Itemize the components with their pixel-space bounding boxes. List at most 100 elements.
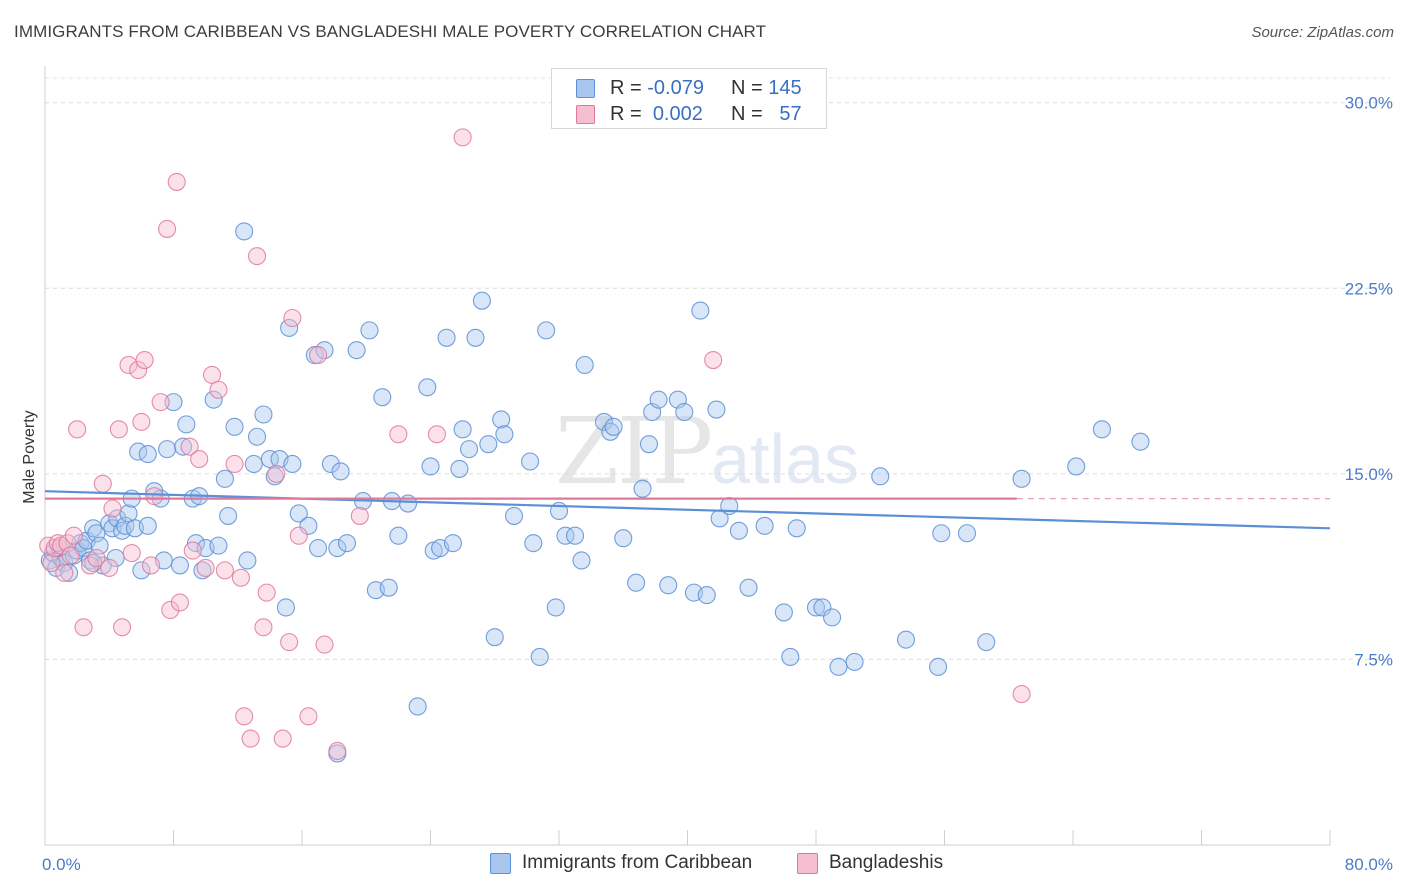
point-bangladeshi [241,729,260,748]
point-caribbean [132,561,151,580]
axes [44,66,1331,846]
point-caribbean [219,506,238,525]
point-caribbean [193,561,212,580]
point-bangladeshi [158,219,177,238]
point-caribbean [337,534,357,553]
point-caribbean [204,390,223,409]
point-caribbean [360,321,379,340]
point-caribbean [1131,432,1150,451]
point-caribbean [729,521,748,540]
point-caribbean [675,402,694,422]
point-bangladeshi [1012,685,1031,704]
point-bangladeshi [80,556,100,575]
point-caribbean [521,452,540,471]
point-caribbean [174,437,193,456]
point-caribbean [321,454,340,474]
point-bangladeshi [196,558,215,577]
point-bangladeshi [141,556,161,575]
point-bangladeshi [68,420,87,439]
point-caribbean [421,457,440,476]
point-caribbean [806,598,826,617]
legend-swatch [490,853,511,874]
point-caribbean [957,524,977,543]
point-caribbean [627,573,646,592]
point-bangladeshi [280,633,299,652]
legend-n-bangladeshi: N = 57 [731,103,802,125]
point-caribbean [639,435,659,454]
point-bangladeshi [257,583,276,602]
point-caribbean [755,516,774,535]
point-caribbean [177,415,196,434]
point-caribbean [530,647,549,667]
trend-lines [44,490,1331,530]
point-bangladeshi [350,506,369,525]
point-caribbean [774,603,793,622]
chart-title: IMMIGRANTS FROM CARIBBEAN VS BANGLADESHI… [14,22,767,41]
point-caribbean [328,539,347,558]
point-bangladeshi [309,346,328,365]
trend-line-caribbean [44,490,1331,530]
point-caribbean [492,410,511,429]
point-bangladeshi [55,563,74,582]
point-caribbean [459,440,479,459]
point-bangladeshi [190,449,209,469]
point-caribbean [575,355,594,375]
point-caribbean [1067,457,1086,476]
point-bangladeshi [315,635,334,654]
y-axis-label: Male Poverty [21,410,38,503]
point-caribbean [659,576,678,595]
point-bangladeshi [209,380,228,399]
point-bangladeshi [183,541,202,560]
point-caribbean [276,598,295,617]
point-caribbean [604,417,623,436]
point-caribbean [254,405,273,424]
point-caribbean [537,321,556,340]
point-caribbean [437,328,456,347]
point-caribbean [138,445,157,464]
point-caribbean [929,657,948,676]
point-caribbean [299,516,318,535]
point-caribbean [781,647,800,667]
point-caribbean [556,526,575,545]
point-caribbean [697,586,716,605]
point-bangladeshi [135,351,154,370]
point-bangladeshi [283,308,302,328]
point-bangladeshi [42,553,61,572]
point-caribbean [170,556,189,575]
point-caribbean [546,598,565,617]
point-caribbean [466,328,485,347]
point-bangladeshi [161,600,180,620]
point-caribbean [871,467,890,486]
point-bangladeshi [170,593,189,612]
point-caribbean [896,630,916,649]
point-caribbean [235,222,254,241]
point-bangladeshi [235,707,254,726]
point-caribbean [485,628,504,647]
point-bangladeshi [87,548,106,568]
point-caribbean [495,425,514,444]
point-caribbean [472,291,491,310]
point-bangladeshi [254,618,273,637]
point-bangladeshi [299,707,318,726]
point-caribbean [55,553,74,572]
point-bangladeshi [389,425,408,444]
y-tick-label: 30.0% [1345,94,1393,113]
point-bangladeshi [151,393,170,412]
point-bangladeshi [704,351,723,370]
point-bangladeshi [180,437,199,456]
point-caribbean [331,462,350,481]
point-bangladeshi [100,558,119,577]
point-caribbean [158,440,177,459]
point-caribbean [739,578,758,597]
point-caribbean [977,633,996,652]
axis-labels: 7.5% 15.0% 22.5% 30.0% 0.0% 80.0% Male Poverty [21,94,1393,874]
point-caribbean [566,526,585,545]
point-caribbean [572,551,591,570]
point-caribbean [932,524,951,543]
point-caribbean [614,529,633,548]
point-bangladeshi [61,546,80,565]
point-bangladeshi [129,360,148,380]
point-caribbean [283,454,302,474]
legend-label: Bangladeshis [829,852,944,873]
